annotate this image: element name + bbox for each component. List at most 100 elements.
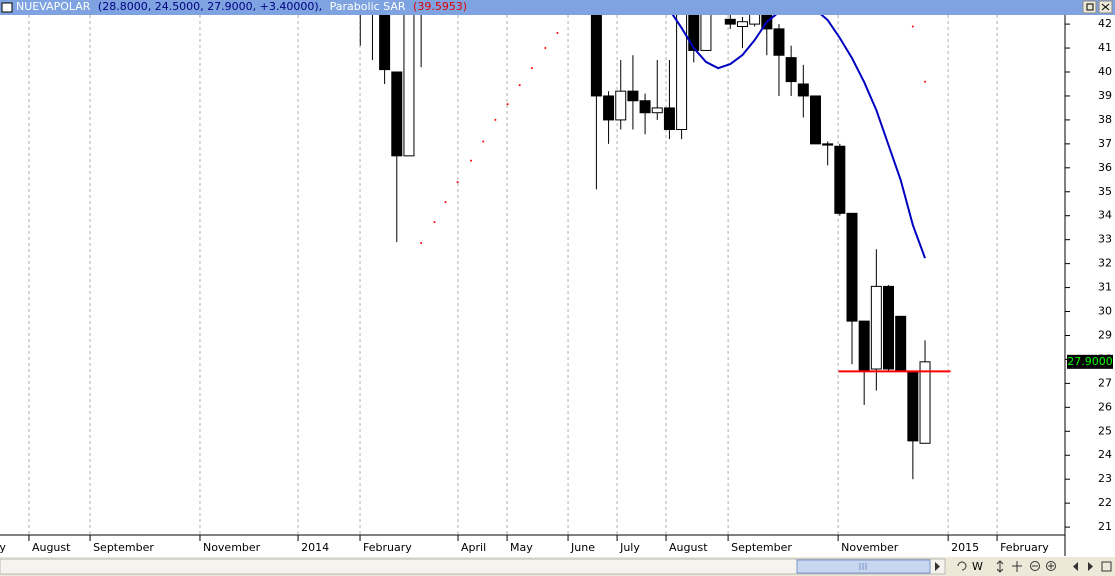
y-tick-label: 29 [1098,328,1112,341]
plot-area [28,15,998,535]
toolbar-label[interactable]: W [972,560,983,573]
candle-body [907,370,919,442]
symbol: NUEVAPOLAR [16,0,91,13]
window-buttons[interactable] [1082,0,1113,14]
last-price-label: 27.9000 [1067,355,1113,368]
x-tick-label: y [0,541,6,554]
moving-average [671,15,926,259]
candle-body [895,315,907,372]
thumb-grip [859,563,867,570]
candle-body [676,15,688,130]
y-tick-label: 40 [1098,65,1112,78]
vzoom-icon[interactable] [996,560,1004,573]
candle-body [919,361,931,444]
x-tick-label: June [570,541,595,554]
candle-body [822,143,834,146]
close-icon [1101,3,1110,11]
indicator-value: (39.5953) [413,0,467,13]
candle-body [603,95,615,121]
pan-icon[interactable] [1012,561,1022,572]
y-tick-label: 30 [1098,305,1112,318]
x-tick-label: September [93,541,154,554]
candle-body [663,107,675,130]
sar-dot [518,84,521,87]
last-price-box [1067,354,1113,369]
x-tick-label: 2014 [301,541,329,554]
sar-dot [444,201,447,204]
candle-body [403,15,415,157]
y-tick-label: 31 [1098,281,1112,294]
y-tick-label: 25 [1098,424,1112,437]
layout-button[interactable] [1101,561,1112,572]
title-text: NUEVAPOLAR (28.8000, 24.5000, 27.9000, +… [16,0,467,13]
y-tick-label: 24 [1098,448,1112,461]
sar-dot [482,140,485,143]
candle-body [688,15,700,51]
x-tick-label: November [841,541,899,554]
candle-body [391,71,403,157]
x-tick-label: August [32,541,71,554]
scrollbar[interactable]: W [0,557,1115,576]
sar-dot [506,103,509,106]
quote: (28.8000, 24.5000, 27.9000, +3.40000), [98,0,322,13]
y-tick-label: 23 [1098,472,1112,485]
sar-dot [420,242,423,245]
next-button[interactable] [1088,562,1093,571]
x-tick-label: 2015 [951,541,979,554]
y-tick-label: 41 [1098,41,1112,54]
x-tick-label: April [461,541,486,554]
scroll-right[interactable] [935,562,940,571]
candle-body [870,285,882,370]
candle-body [749,15,761,25]
candle-body [883,285,895,370]
sar-dot [494,118,497,121]
zoom-out[interactable] [1030,561,1040,571]
indicator: Parabolic SAR [330,0,406,13]
y-tick-label: 26 [1098,400,1112,413]
candle-body [858,320,870,371]
y-tick-label: 22 [1098,496,1112,509]
candle-body [834,145,846,214]
x-tick-label: February [363,541,412,554]
scroll-lane [0,558,946,575]
sar-dot [924,80,927,83]
y-tick-label: 38 [1098,113,1112,126]
zoom-in-sign [1048,563,1054,569]
zoom-in[interactable] [1046,561,1056,571]
candle-body [809,95,821,145]
candle-body [590,15,602,97]
sar-dot [470,159,473,162]
refresh-icon[interactable] [957,561,967,571]
y-tick-label: 21 [1098,520,1112,533]
candle-body [785,57,797,83]
candle-body [846,212,858,322]
candle-body [639,100,651,114]
candle-body [797,83,809,97]
axes: 2122232425262728293031323334353637383940… [0,17,1113,554]
candle-body [724,18,736,25]
x-tick-label: May [510,541,533,554]
title-bar [0,0,1115,15]
y-tick-label: 42 [1098,17,1112,30]
y-tick-label: 37 [1098,137,1112,150]
x-tick-label: July [619,541,640,554]
sar-dot [911,25,914,28]
sar-dot [433,221,436,224]
candle-body [379,15,391,71]
y-tick-label: 27 [1098,376,1112,389]
x-tick-label: August [669,541,708,554]
x-tick-label: February [1000,541,1049,554]
sar-dot [456,181,459,184]
y-tick-label: 36 [1098,161,1112,174]
candle-body [773,28,785,56]
candle-body [651,107,663,114]
candle-body [615,90,627,121]
sar-dot [544,47,547,50]
restore-icon [1086,3,1094,11]
prev-button[interactable] [1073,562,1078,571]
candle-body [736,21,748,27]
x-tick-label: November [203,541,261,554]
y-tick-label: 32 [1098,257,1112,270]
restore-button[interactable] [1082,0,1097,14]
